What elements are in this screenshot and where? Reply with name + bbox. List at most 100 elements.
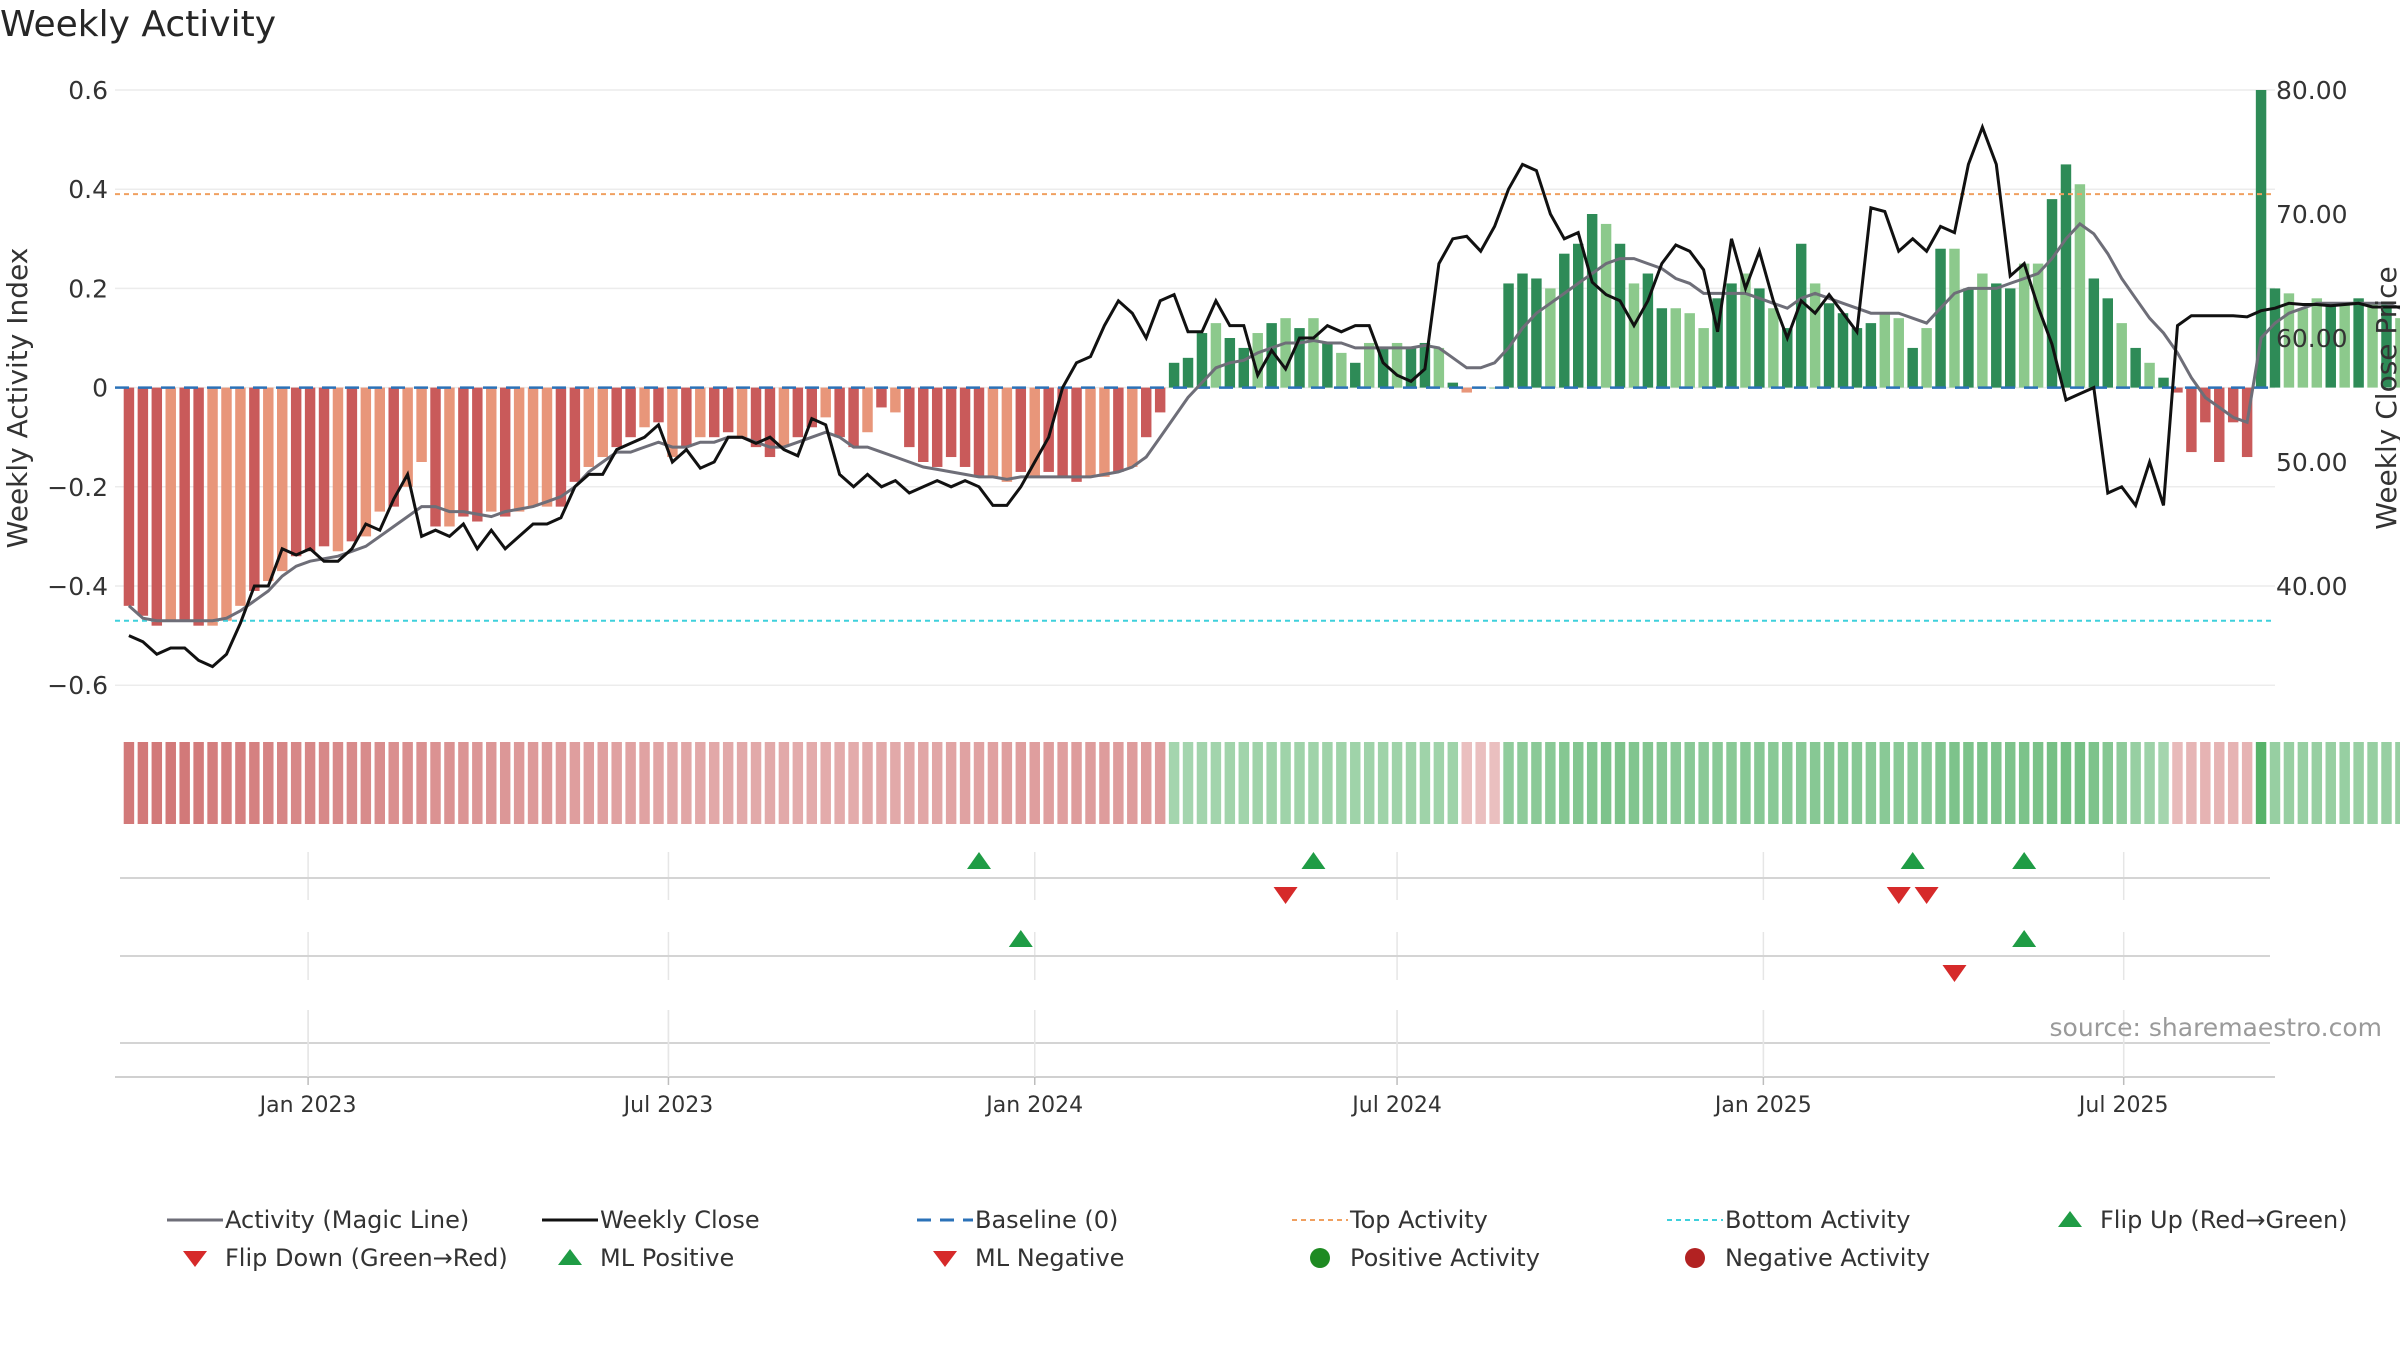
activity-bar [1308,318,1319,388]
strip-cell [1141,742,1152,824]
strip-cell [1907,742,1918,824]
strip-cell [569,742,581,824]
chart-title: Weekly Activity [0,4,277,45]
activity-bar [1322,342,1333,388]
strip-cell [2172,742,2183,824]
source-text: source: sharemaestro.com [2049,1013,2383,1042]
activity-bar [1447,382,1459,388]
activity-bar [1600,223,1612,388]
strip-cell [1698,742,1709,824]
strip-cell [332,742,344,824]
activity-bar [597,387,608,458]
strip-cell [2241,742,2253,824]
strip-cell [611,742,622,824]
legend-item-top: Top Activity [1290,1205,1488,1235]
strip-cell [667,742,678,824]
activity-bar [1099,387,1110,477]
activity-bar [1740,273,1751,388]
activity-bar [1879,313,1891,388]
strip-cell [1809,742,1821,824]
axes: Jan 2023 Jul 2023 Jan 2024 Jul 2024 Jan 2025… [1,76,2400,1118]
strip-cell [1308,742,1319,824]
mlpos-legend-swatch [558,1249,582,1265]
strip-cell [2116,742,2127,824]
x-tick-label: Jan 2023 [258,1093,357,1118]
activity-bar [1768,308,1779,388]
strip-cell [862,742,873,824]
activity-bar [1949,248,1960,388]
activity-bar [444,387,455,527]
activity-bar [1252,333,1263,388]
activity-bar [1726,283,1737,388]
activity-bar [2227,387,2239,423]
y2-tick-label: 50.00 [2276,448,2348,477]
activity-bar [235,387,246,606]
legend-label: ML Negative [975,1244,1125,1272]
flip-down-marker [1273,887,1298,904]
strip-cell [1071,742,1082,824]
strip-cell [2297,742,2309,824]
legend-item-magic: Activity (Magic Line) [165,1205,469,1235]
activity-bar [1809,283,1821,388]
legend-item-mlneg: ML Negative [915,1243,1124,1273]
flip-up-marker [1301,852,1326,869]
activity-bar [1015,387,1027,472]
activity-bar [918,387,929,462]
activity-bar [1350,362,1361,388]
strip-cell [2395,742,2400,824]
strip-cell [1768,742,1779,824]
strip-cell [1266,742,1277,824]
activity-bar [1057,387,1068,477]
strip-cell [2381,742,2392,824]
y-tick-label: −0.4 [47,572,108,601]
y2-tick-label: 80.00 [2276,76,2348,105]
strip-cell [1113,742,1124,824]
strip-cell [1949,742,1960,824]
activity-bar [2255,90,2267,388]
strip-cell [1294,742,1305,824]
activity-bar [346,387,358,542]
activity-bar [2144,362,2155,388]
strip-cell [1642,742,1654,824]
activity-bar [2018,263,2030,388]
activity-bar [290,387,302,557]
activity-bar [931,387,943,467]
activity-bar [2200,387,2211,423]
activity-bar [2116,323,2127,388]
activity-bar [2367,303,2378,388]
activity-bar [1280,318,1291,388]
strip-cell [1154,742,1166,824]
strip-cell [1656,742,1668,824]
activity-bar [2158,377,2169,388]
activity-bar [458,387,469,517]
activity-bar [1893,318,1904,388]
activity-bar [1043,387,1054,472]
activity-bar [1391,342,1403,388]
strip-cell [1754,742,1765,824]
strip-cell [2102,742,2113,824]
activity-bar [792,387,804,438]
negact-legend-swatch [1685,1248,1705,1268]
strip-cell [820,742,831,824]
strip-cell [541,742,553,824]
activity-bar [1085,387,1096,477]
activity-bar [1182,357,1194,388]
activity-bar [1963,288,1974,388]
activity-bar [2269,288,2281,388]
strip-cell [2130,742,2141,824]
activity-bar [848,387,859,448]
activity-bar [1336,352,1347,388]
strip-cell [1921,742,1932,824]
strip-cell [374,742,385,824]
legend-triangle [933,1251,957,1267]
strip-cell [235,742,246,824]
activity-bar [2353,298,2364,388]
strip-cell [1085,742,1096,824]
strip-cell [2158,742,2169,824]
activity-bar [541,387,553,507]
strip-cell [486,742,497,824]
activity-bar [750,387,762,448]
activity-bar [1656,308,1668,388]
x-tick-label: Jul 2023 [622,1093,714,1118]
strip-cell [2325,742,2336,824]
